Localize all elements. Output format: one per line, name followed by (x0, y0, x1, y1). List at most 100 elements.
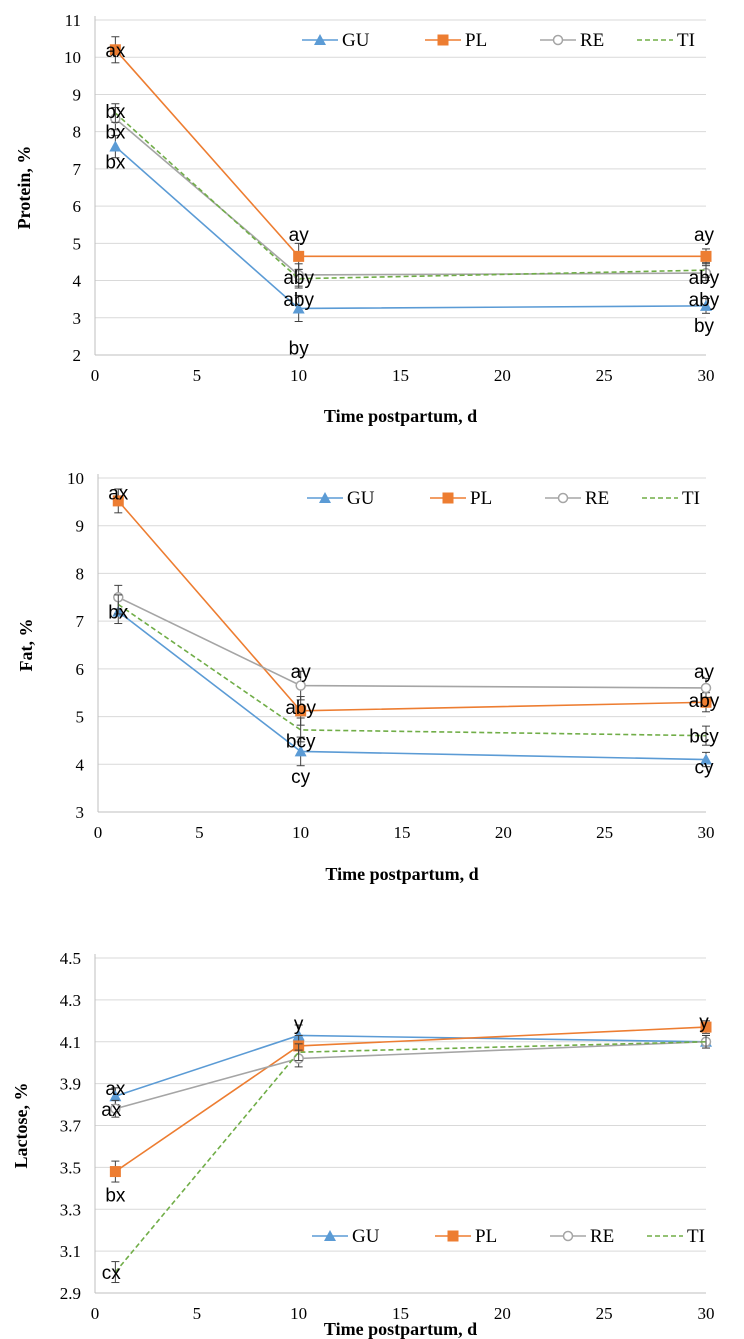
significance-label: ax (105, 41, 126, 62)
legend-label-ti: TI (677, 30, 695, 51)
x-tick-label: 15 (392, 366, 409, 385)
data-point (110, 1103, 121, 1114)
series-line (117, 603, 707, 737)
series-pl (109, 36, 712, 270)
series-re (113, 584, 712, 701)
significance-label: bcy (286, 731, 316, 752)
legend-label-pl: PL (465, 30, 487, 51)
chart-panel-3: 2.9 3.1 3.3 3.5 3.7 3.9 4.1 4.3 4.5 0 5 10 15 20 25 30 T… (11, 949, 715, 1339)
y-tick-label: 8 (73, 123, 82, 142)
significance-label: cx (102, 1263, 122, 1284)
data-point (700, 682, 712, 694)
significance-label: cy (695, 758, 715, 779)
y-tick-label: 6 (73, 197, 82, 216)
x-tick-label: 25 (596, 1304, 613, 1323)
data-point (700, 1021, 712, 1033)
legend-marker (447, 1230, 459, 1242)
series-gu (109, 1024, 712, 1106)
legend-label-pl: PL (470, 488, 492, 509)
significance-label: bx (105, 152, 126, 173)
y-tick-label: 10 (64, 48, 81, 67)
y-tick-label: 3.3 (60, 1200, 81, 1219)
series-gu (109, 134, 712, 322)
data-point (112, 495, 124, 507)
data-point (109, 44, 121, 56)
y-tick-label: 11 (65, 11, 81, 30)
data-point (700, 696, 712, 708)
x-tick-label: 10 (290, 1304, 307, 1323)
data-point (295, 680, 306, 691)
y-tick-label: 2 (73, 346, 82, 365)
significance-label: ay (694, 225, 715, 246)
y-axis-title: Fat, % (16, 619, 36, 672)
chart-panel-2: 3 4 5 6 7 8 9 10 0 5 10 15 20 25 30 Time postpartum, d F… (16, 469, 720, 884)
significance-label: ax (105, 1079, 126, 1100)
significance-label: ay (291, 662, 312, 683)
y-axis-title: Protein, % (14, 146, 34, 230)
legend-label-gu: GU (342, 30, 370, 51)
x-tick-label: 10 (290, 366, 307, 385)
legend-marker (437, 34, 449, 46)
series-line (114, 118, 707, 276)
significance-label: ax (101, 1100, 122, 1121)
data-point (700, 250, 712, 262)
significance-label: cy (291, 767, 311, 788)
legend-marker (314, 34, 326, 45)
y-tick-label: 4.1 (60, 1033, 81, 1052)
y-tick-label: 4 (73, 272, 82, 291)
legend-label-pl: PL (475, 1226, 497, 1247)
significance-label: bx (108, 603, 129, 624)
y-tick-label: 5 (73, 234, 82, 253)
significance-label: by (289, 339, 310, 360)
x-tick-label: 15 (392, 1304, 409, 1323)
significance-label: aby (689, 268, 720, 289)
significance-label: aby (285, 698, 316, 719)
significance-label: y (699, 1012, 709, 1033)
series-line (114, 1026, 707, 1173)
data-point (700, 299, 712, 311)
significance-label: aby (689, 691, 720, 712)
data-point (294, 745, 307, 757)
significance-label: ax (108, 483, 129, 504)
data-point (292, 302, 305, 314)
legend-label-ti: TI (682, 488, 700, 509)
y-tick-label: 4 (76, 755, 85, 774)
legend: GU PL RE TI (312, 1226, 705, 1247)
x-axis-title: Time postpartum, d (324, 1319, 477, 1339)
x-tick-label: 5 (195, 823, 204, 842)
series-line (114, 1040, 707, 1273)
x-axis-title: Time postpartum, d (324, 406, 477, 426)
series-re (110, 1034, 712, 1118)
significance-label: aby (283, 268, 314, 289)
y-tick-label: 5 (76, 708, 85, 727)
x-tick-label: 5 (193, 1304, 202, 1323)
series-gu (112, 599, 712, 768)
x-tick-label: 25 (596, 366, 613, 385)
series-ti (111, 1034, 710, 1284)
significance-label: bx (105, 1186, 126, 1207)
x-tick-label: 20 (494, 1304, 511, 1323)
series-ti (111, 103, 710, 289)
y-tick-label: 9 (76, 517, 85, 536)
series-pl (112, 488, 712, 726)
x-tick-label: 0 (91, 1304, 100, 1323)
legend-marker (319, 492, 331, 503)
y-tick-label: 3 (73, 309, 82, 328)
y-tick-label: 7 (73, 160, 82, 179)
data-point (293, 250, 305, 262)
series-line (114, 145, 707, 310)
x-tick-label: 0 (94, 823, 103, 842)
y-tick-label: 3 (76, 803, 85, 822)
series-ti (114, 594, 710, 746)
y-tick-label: 7 (76, 612, 85, 631)
legend-label-gu: GU (352, 1226, 380, 1247)
y-tick-label: 9 (73, 85, 82, 104)
data-point (109, 140, 122, 152)
x-tick-label: 5 (193, 366, 202, 385)
legend-marker (442, 492, 454, 504)
legend-label-re: RE (585, 488, 609, 509)
y-tick-label: 8 (76, 564, 85, 583)
significance-label: y (294, 1014, 304, 1035)
y-axis-title: Lactose, % (11, 1083, 31, 1169)
